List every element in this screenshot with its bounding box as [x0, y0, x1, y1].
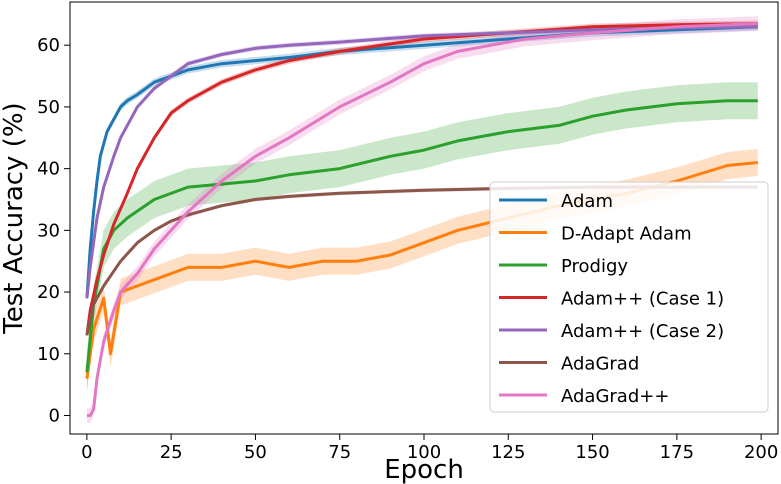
y-axis: 0 10 20 30 40 50 60: [37, 35, 70, 426]
y-tick-label: 20: [37, 282, 60, 303]
x-tick-label: 150: [575, 442, 609, 463]
series-line-adam: [85, 25, 758, 299]
series-line-adam-case-2: [85, 25, 758, 299]
legend-label: Adam++ (Case 1): [561, 289, 724, 310]
y-tick-label: 30: [37, 220, 60, 241]
y-tick-label: 50: [37, 97, 60, 118]
legend-label: Adam++ (Case 2): [561, 321, 724, 342]
legend: Adam D-Adapt Adam Prodigy Adam++ (Case 1) Ad…: [489, 181, 769, 413]
x-tick-label: 25: [160, 442, 183, 463]
y-tick-label: 0: [49, 405, 60, 426]
x-tick-label: 100: [407, 442, 441, 463]
x-tick-label: 175: [660, 442, 694, 463]
series-line-adagrad: [86, 22, 758, 417]
x-axis: 0 25 50 75 100 125 150 175 200: [81, 434, 778, 463]
legend-label: Prodigy: [561, 256, 628, 277]
legend-label: Adam: [561, 191, 613, 212]
legend-label: AdaGrad++: [561, 386, 669, 407]
x-tick-label: 50: [244, 442, 267, 463]
y-tick-label: 10: [37, 344, 60, 365]
y-tick-label: 60: [37, 35, 60, 56]
x-axis-title: Epoch: [384, 455, 464, 484]
band-prodigy: [86, 82, 758, 391]
y-tick-label: 40: [37, 159, 60, 180]
legend-box: [489, 181, 769, 413]
legend-label: AdaGrad: [561, 354, 639, 375]
x-tick-label: 200: [744, 442, 778, 463]
y-axis-title: Test Accuracy (%): [0, 102, 29, 334]
x-tick-label: 75: [328, 442, 351, 463]
x-tick-label: 125: [491, 442, 525, 463]
series-lines: [85, 22, 758, 417]
series-line-prodigy: [85, 99, 758, 373]
legend-label: D-Adapt Adam: [561, 224, 692, 245]
x-tick-label: 0: [81, 442, 92, 463]
